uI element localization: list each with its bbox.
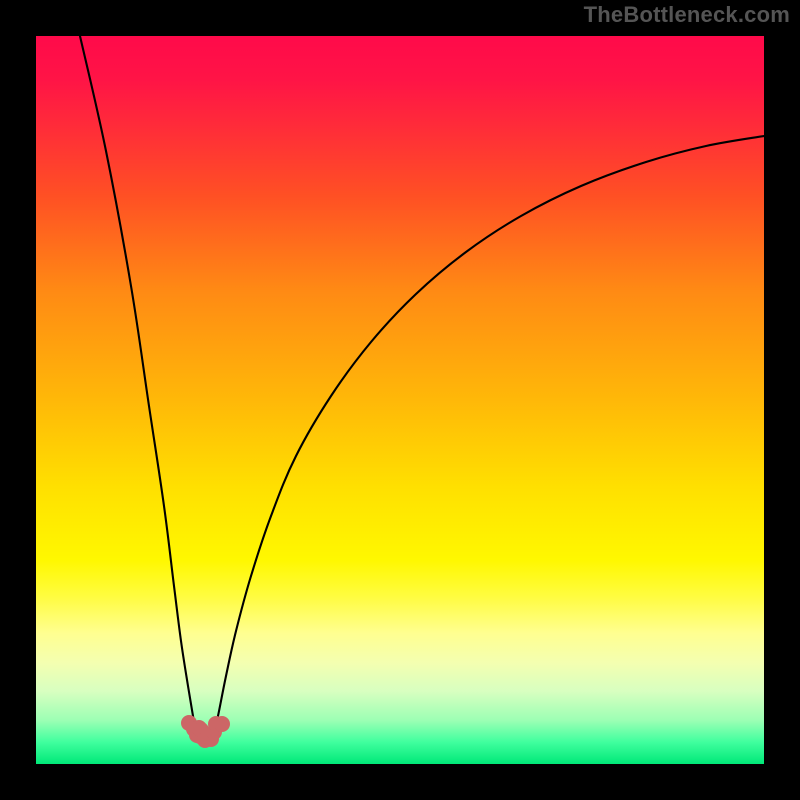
- valley-marker: [181, 715, 230, 748]
- curve-svg: [36, 36, 764, 764]
- curve-right-branch: [214, 136, 764, 733]
- watermark-text: TheBottleneck.com: [584, 2, 790, 28]
- chart-root: TheBottleneck.com: [0, 0, 800, 800]
- plot-area: [36, 36, 764, 764]
- curve-left-branch: [80, 36, 196, 733]
